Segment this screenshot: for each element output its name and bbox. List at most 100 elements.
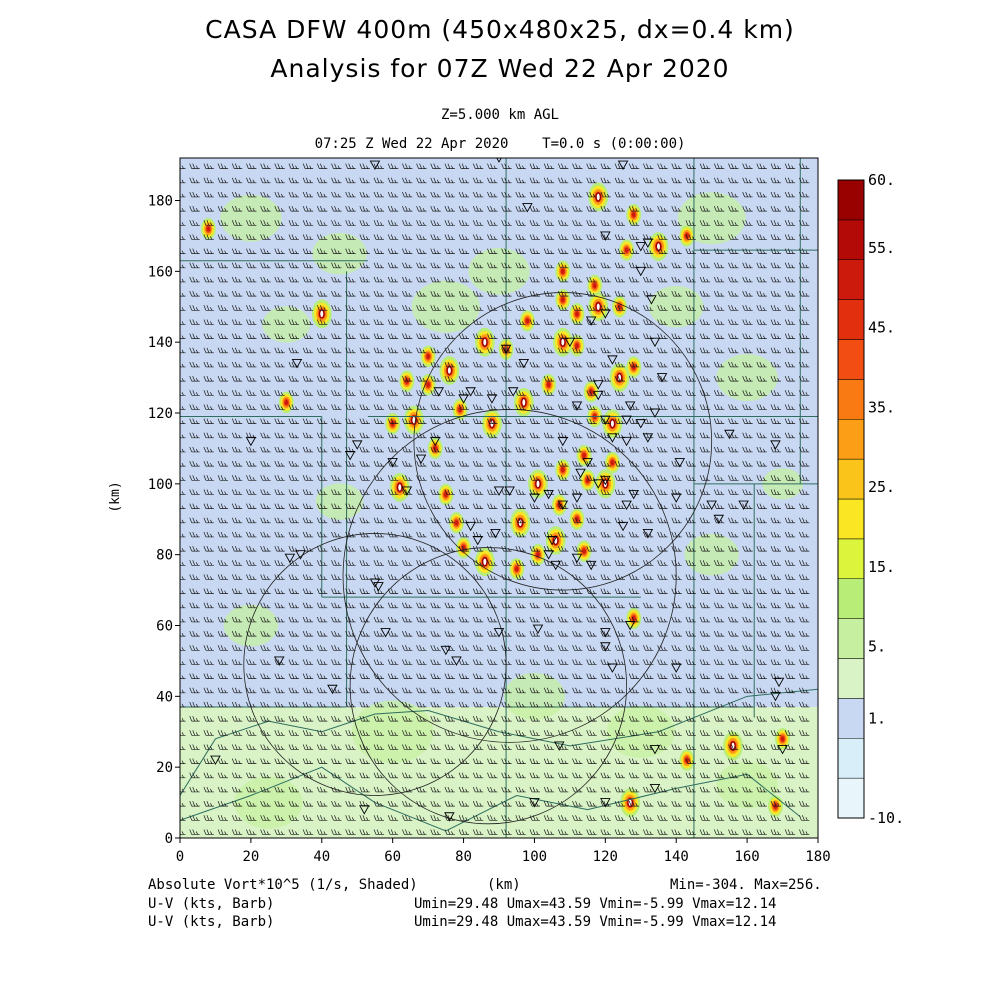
wind-barb	[331, 715, 342, 722]
wind-barb	[316, 815, 328, 821]
wind-barb	[203, 545, 214, 552]
wind-barb	[742, 333, 753, 339]
wind-barb	[246, 432, 257, 439]
wind-barb	[302, 701, 314, 708]
wind-barb	[543, 659, 555, 665]
wind-barb	[558, 234, 569, 240]
wind-barb	[246, 730, 257, 736]
wind-barb	[458, 687, 470, 694]
wind-barb	[416, 347, 427, 354]
wind-barb	[742, 588, 753, 594]
wind-barb	[416, 545, 427, 552]
wind-barb	[558, 361, 569, 368]
wind-barb	[416, 730, 427, 736]
wind-barb	[203, 220, 214, 226]
wind-barb	[543, 574, 555, 580]
wind-barb	[402, 262, 413, 269]
wind-barb	[643, 701, 654, 708]
wind-barb	[713, 815, 725, 821]
wind-barb	[501, 744, 512, 750]
wind-barb	[586, 574, 597, 580]
wind-barb	[316, 503, 328, 509]
wind-barb	[316, 800, 328, 807]
wind-barb	[316, 715, 328, 722]
wind-barb	[685, 744, 696, 750]
wind-barb	[586, 829, 597, 835]
wind-barb	[472, 418, 484, 424]
wind-barb	[231, 574, 243, 580]
wind-barb	[430, 404, 441, 410]
wind-barb	[430, 602, 441, 609]
wind-barb	[515, 234, 526, 240]
wind-barb	[558, 460, 569, 467]
wind-barb	[657, 758, 668, 764]
wind-barb	[444, 163, 455, 169]
wind-barb	[799, 829, 810, 835]
wind-barb	[784, 517, 796, 524]
wind-barb	[784, 829, 796, 835]
wind-barb	[586, 319, 597, 325]
wind-barb	[345, 687, 356, 694]
wind-barb	[444, 560, 455, 566]
wind-barb	[657, 715, 668, 722]
wind-barb	[586, 687, 597, 694]
wind-barb	[487, 772, 498, 779]
wind-barb	[756, 347, 767, 354]
wind-barb	[203, 418, 214, 424]
range-ring	[413, 292, 713, 591]
wind-barb	[699, 687, 711, 694]
wind-barb	[430, 560, 441, 566]
wind-barb	[784, 290, 796, 297]
wind-barb	[189, 333, 200, 339]
wind-barb	[671, 772, 682, 779]
station-marker	[670, 493, 682, 503]
wind-barb	[217, 347, 229, 354]
wind-barb	[558, 602, 569, 609]
wind-barb	[458, 489, 470, 495]
wind-barb	[345, 163, 356, 169]
wind-barb	[472, 432, 484, 439]
wind-barb	[770, 191, 782, 198]
wind-barb	[487, 163, 498, 169]
wind-barb	[784, 191, 796, 198]
wind-barb	[600, 574, 611, 580]
wind-barb	[742, 460, 753, 467]
wind-barb	[203, 744, 214, 750]
vorticity-maximum	[604, 451, 620, 474]
wind-barb	[784, 276, 796, 283]
wind-barb	[742, 758, 753, 764]
wind-barb	[543, 701, 555, 708]
wind-barb	[543, 503, 555, 509]
wind-barb	[444, 418, 455, 424]
wind-barb	[529, 758, 540, 764]
wind-barb	[657, 475, 668, 481]
wind-barb	[742, 815, 753, 821]
station-marker	[458, 394, 469, 404]
wind-barb	[756, 446, 767, 453]
wind-barb	[331, 758, 342, 764]
wind-barb	[770, 319, 782, 325]
wind-barb	[699, 361, 711, 368]
y-tick-label: 40	[156, 689, 173, 705]
wind-barb	[189, 276, 200, 283]
station-marker	[674, 458, 686, 468]
wind-barb	[529, 319, 540, 325]
station-marker	[724, 429, 735, 440]
wind-barb	[501, 460, 512, 467]
wind-barb	[246, 701, 257, 708]
wind-barb	[643, 333, 654, 339]
station-marker	[557, 500, 569, 511]
wind-barb	[728, 715, 739, 722]
wind-barb	[657, 730, 668, 736]
wind-barb	[784, 234, 796, 240]
wind-barb	[387, 560, 399, 566]
wind-barb	[628, 715, 640, 722]
wind-barb	[203, 305, 214, 311]
wind-barb	[430, 829, 441, 835]
station-marker	[327, 684, 338, 695]
wind-barb	[515, 163, 526, 169]
wind-barb	[316, 475, 328, 481]
wind-barb	[458, 602, 470, 609]
wind-barb	[260, 673, 271, 679]
wind-barb	[274, 659, 285, 665]
